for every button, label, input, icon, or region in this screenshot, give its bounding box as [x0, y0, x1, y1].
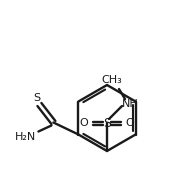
Text: S: S: [103, 116, 111, 129]
Text: O: O: [126, 118, 134, 128]
Text: NH: NH: [122, 99, 138, 109]
Text: H₂N: H₂N: [15, 132, 36, 142]
Text: O: O: [80, 118, 88, 128]
Text: S: S: [33, 92, 40, 102]
Text: CH₃: CH₃: [102, 75, 122, 85]
